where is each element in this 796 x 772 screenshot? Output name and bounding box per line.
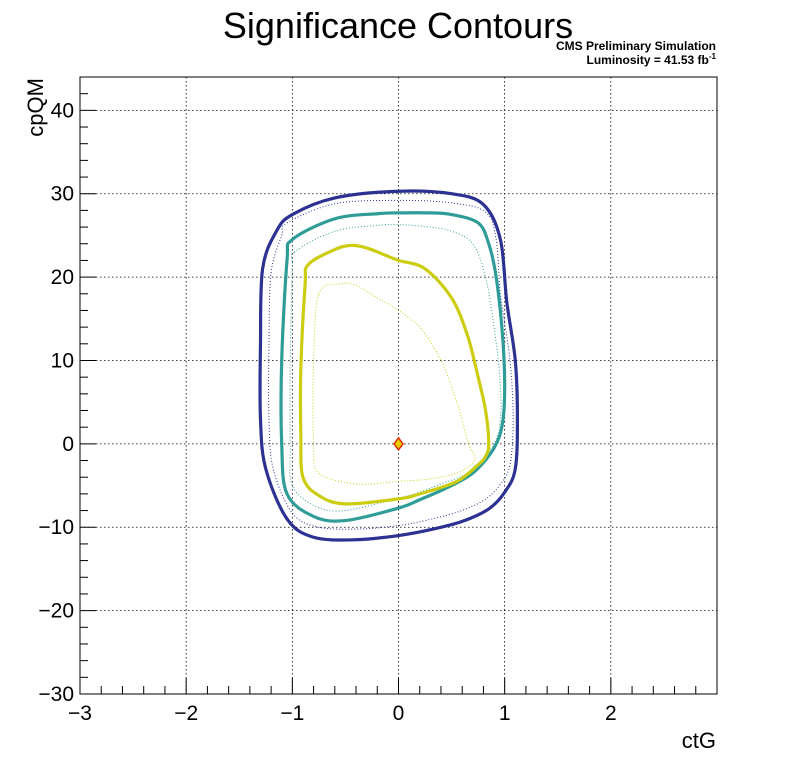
cms-label: CMS Preliminary Simulation: [556, 39, 716, 53]
x-tick-label: 2: [605, 702, 617, 725]
x-tick-label: −3: [68, 702, 92, 725]
chart-title: Significance Contours: [223, 5, 573, 46]
plot-frame: [79, 76, 718, 695]
x-axis-title: ctG: [682, 728, 716, 753]
luminosity-exponent: -1: [709, 52, 717, 61]
x-tick-label: −1: [280, 702, 304, 725]
y-tick-label: 10: [51, 349, 74, 372]
grid-lines: [80, 77, 717, 694]
y-tick-label: 0: [62, 433, 74, 456]
contour-line: [312, 282, 476, 485]
x-tick-label: 1: [499, 702, 511, 725]
y-axis-title: cpQM: [23, 78, 48, 137]
y-tick-label: 30: [51, 183, 74, 206]
y-tick-label: −20: [38, 600, 74, 623]
contour-line: [258, 189, 520, 542]
y-tick-label: 40: [51, 99, 74, 122]
best-fit-marker: [393, 436, 404, 452]
luminosity-label: Luminosity = 41.53 fb-1: [587, 52, 717, 67]
y-tick-label: −30: [38, 683, 74, 706]
y-tick-label: −10: [38, 516, 74, 539]
contour-series: [258, 189, 520, 542]
x-tick-label: 0: [393, 702, 405, 725]
contour-line: [289, 223, 502, 512]
contour-line: [298, 243, 491, 506]
luminosity-value: Luminosity = 41.53 fb: [587, 53, 709, 67]
contour-line: [279, 211, 507, 523]
x-tick-label: −2: [174, 702, 198, 725]
axis-ticks: [79, 76, 718, 695]
y-tick-label: 20: [51, 266, 74, 289]
